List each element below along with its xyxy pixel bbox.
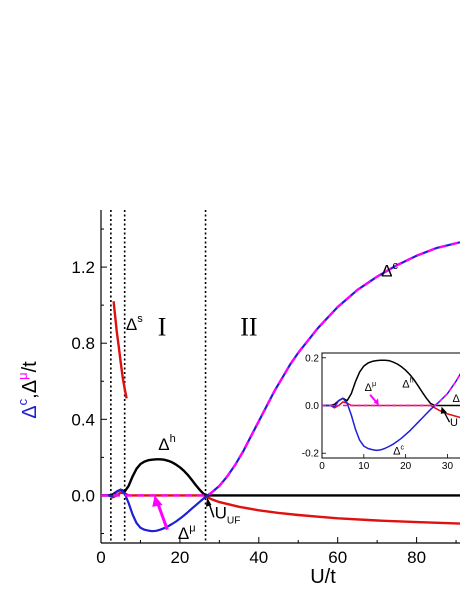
uuf-pointer-head [205,497,212,507]
annotation-label: Δμ [178,523,196,544]
mu-pointer-head [152,495,163,507]
annotation-label: Δh [158,433,176,454]
inset-annotation-label: U [450,417,458,429]
x-tick-label: 20 [170,548,189,567]
inset-series-line-h [322,359,460,407]
series-line-h [101,458,460,497]
inset-y-tick-label: -0.2 [302,449,320,460]
x-tick-label: 40 [249,548,268,567]
series-line-s [112,301,128,399]
inset-series-group [322,359,460,452]
axis-titles: U/t Δc,Δμ/t [15,361,336,588]
y-tick-label: 0.8 [71,334,95,353]
y-tick-label: 1.2 [71,258,95,277]
inset-x-tick-label: 30 [442,461,454,472]
inset-annotation-label: Δμ [365,380,376,394]
inset-x-tick-label: 20 [400,461,412,472]
inset-plot: 0 10 20 30 -0.2 0.0 0.2 Δμ Δh Δc ΔU [302,352,460,472]
mu-pointer-arrow [155,500,169,531]
inset-x-tick-label: 0 [319,461,325,472]
annotation-label: Δs [126,313,143,334]
inset-annotation-label: Δh [402,377,413,391]
inset-annotation-label: Δc [393,443,404,457]
region-label: II [240,313,257,342]
x-tick-label: 60 [328,548,347,567]
y-axis-label: Δc,Δμ/t [15,361,41,419]
annotation-label: UUF [215,503,241,526]
inset-series-line-c [322,372,460,452]
region-label: I [158,313,167,342]
inset-series-line-red_tail [322,401,460,419]
inset-y-tick-label: 0.0 [305,401,319,412]
x-tick-label: 80 [407,548,426,567]
series-line-c [101,241,460,533]
x-tick-label: 0 [96,548,105,567]
inset-annotation-label: Δ [452,393,460,405]
series-line-mu [101,241,460,497]
y-tick-label: 0.4 [71,410,95,429]
y-tick-label: 0.0 [71,486,95,505]
inset-y-tick-label: 0.2 [305,353,319,364]
x-axis-label: U/t [310,566,336,588]
annotation-label: Δc [381,260,398,281]
inset-u-arrow-head [440,406,448,414]
inset-x-tick-label: 10 [358,461,370,472]
inset-mu-arrow-head [373,398,379,406]
